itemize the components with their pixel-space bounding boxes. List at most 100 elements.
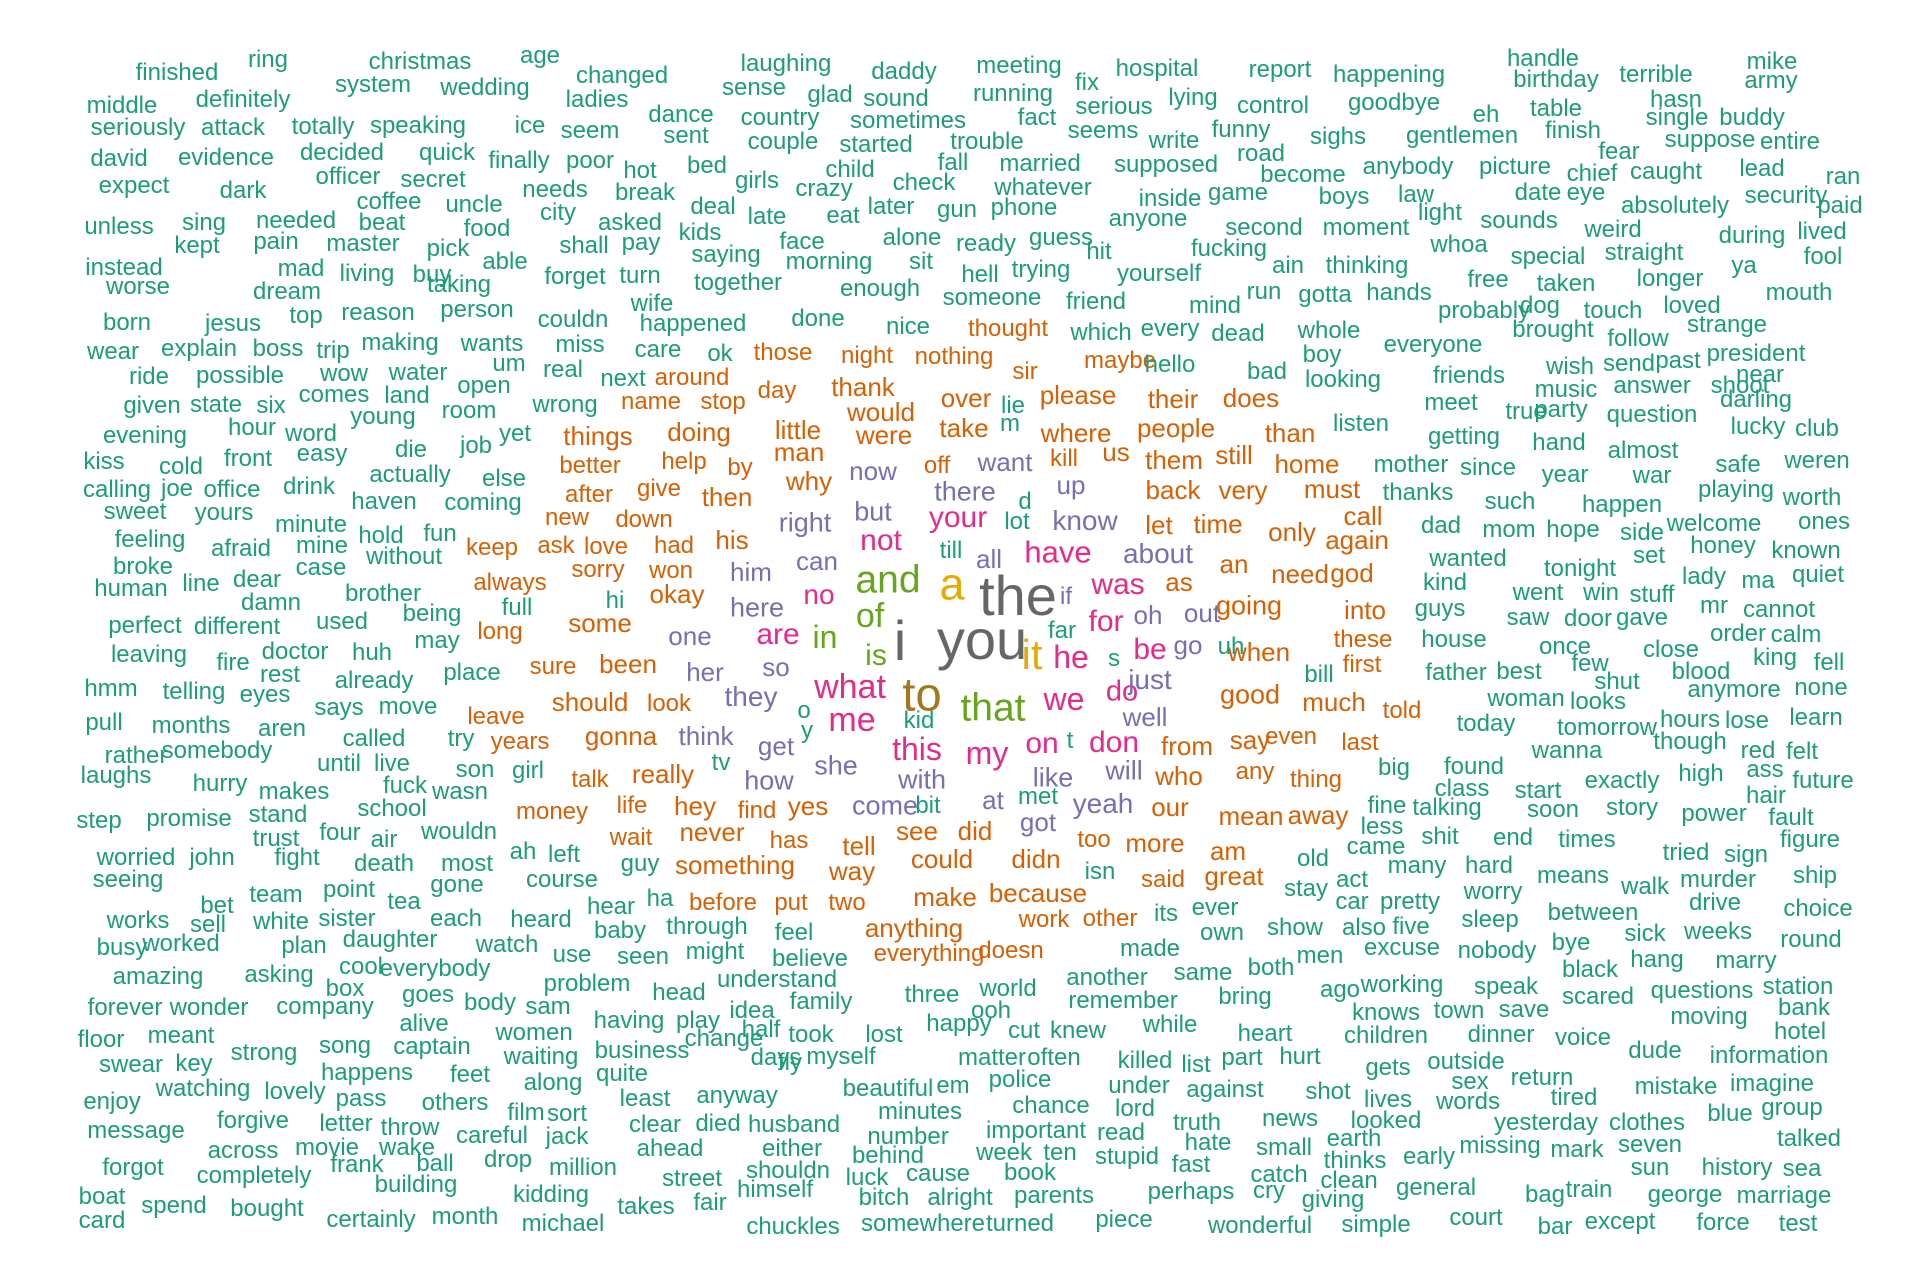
word-forget: forget bbox=[544, 263, 606, 290]
word-any: any bbox=[1235, 758, 1275, 785]
word-tv: tv bbox=[711, 749, 731, 776]
word-making: making bbox=[361, 329, 439, 356]
word-till: till bbox=[939, 537, 963, 564]
word-definitely: definitely bbox=[195, 86, 291, 113]
word-amazing: amazing bbox=[112, 963, 204, 990]
word-mad: mad bbox=[277, 255, 325, 282]
word-list: list bbox=[1181, 1051, 1211, 1078]
word-left: left bbox=[547, 841, 581, 868]
word-hear: hear bbox=[586, 893, 636, 920]
word-anyone: anyone bbox=[1108, 205, 1188, 232]
word-damn: damn bbox=[240, 589, 302, 616]
word-cry: cry bbox=[1253, 1177, 1285, 1204]
word-instead: instead bbox=[85, 254, 163, 281]
word-calling: calling bbox=[82, 476, 152, 503]
word-his: his bbox=[715, 525, 749, 555]
word-wife: wife bbox=[630, 290, 674, 317]
word-like: like bbox=[1032, 762, 1074, 793]
word-just: just bbox=[1128, 664, 1172, 695]
word-sense: sense bbox=[721, 74, 787, 101]
word-check: check bbox=[892, 169, 956, 196]
word-of: of bbox=[855, 597, 885, 635]
word-fear: fear bbox=[1598, 138, 1640, 165]
word-move: move bbox=[378, 693, 438, 720]
word-kill: kill bbox=[1050, 445, 1078, 472]
word-waiting: waiting bbox=[503, 1043, 579, 1070]
word-secret: secret bbox=[400, 166, 466, 193]
word-happy: happy bbox=[926, 1010, 992, 1037]
word-fault: fault bbox=[1768, 804, 1814, 831]
word-started: started bbox=[839, 131, 913, 158]
word-through: through bbox=[666, 913, 748, 940]
word-really: really bbox=[631, 759, 695, 789]
word-strong: strong bbox=[230, 1039, 298, 1066]
word-tea: tea bbox=[387, 888, 421, 915]
word-together: together bbox=[693, 269, 783, 296]
word-bag: bag bbox=[1524, 1181, 1566, 1208]
word-month: month bbox=[431, 1203, 499, 1230]
word-sometimes: sometimes bbox=[849, 107, 967, 134]
word-coming: coming bbox=[444, 489, 522, 516]
word-look: look bbox=[646, 690, 692, 717]
word-watching: watching bbox=[155, 1075, 251, 1102]
word-open: open bbox=[457, 372, 511, 399]
word-sea: sea bbox=[1782, 1155, 1822, 1182]
word-must: must bbox=[1303, 474, 1361, 504]
word-those: those bbox=[753, 339, 813, 366]
word-saying: saying bbox=[691, 241, 761, 268]
word-busy: busy bbox=[96, 934, 148, 961]
word-sing: sing bbox=[181, 209, 227, 236]
word-hands: hands bbox=[1366, 279, 1432, 306]
word-yes: yes bbox=[787, 791, 829, 821]
word-single: single bbox=[1645, 104, 1709, 131]
word-having: having bbox=[593, 1007, 665, 1034]
word-heart: heart bbox=[1237, 1020, 1293, 1047]
word-special: special bbox=[1510, 243, 1586, 270]
word-speaking: speaking bbox=[369, 112, 467, 139]
word-let: let bbox=[1145, 510, 1173, 540]
word-hasn: hasn bbox=[1649, 86, 1703, 113]
word-outside: outside bbox=[1427, 1048, 1505, 1075]
word-king: king bbox=[1752, 644, 1798, 671]
word-close: close bbox=[1642, 636, 1700, 663]
word-care: care bbox=[634, 336, 682, 363]
word-person: person bbox=[440, 296, 514, 323]
word-fly: fly bbox=[778, 1049, 802, 1076]
word-totally: totally bbox=[291, 113, 355, 140]
word-because: because bbox=[988, 878, 1088, 908]
word-hey: hey bbox=[674, 791, 716, 821]
word-often: often bbox=[1027, 1044, 1081, 1071]
word-went: went bbox=[1512, 579, 1564, 606]
word-mother: mother bbox=[1373, 451, 1449, 478]
word-probably: probably bbox=[1437, 297, 1531, 324]
word-might: might bbox=[685, 938, 745, 965]
word-truth: truth bbox=[1172, 1109, 1222, 1136]
word-friends: friends bbox=[1432, 362, 1506, 389]
word-seen: seen bbox=[616, 943, 670, 970]
word-why: why bbox=[785, 466, 833, 496]
word-control: control bbox=[1236, 92, 1310, 119]
word-who: who bbox=[1155, 761, 1203, 791]
word-pretty: pretty bbox=[1379, 888, 1441, 915]
word-scared: scared bbox=[1561, 983, 1635, 1010]
word-guy: guy bbox=[620, 850, 660, 877]
word-laughs: laughs bbox=[80, 762, 152, 789]
word-feel: feel bbox=[774, 919, 814, 946]
word-information: information bbox=[1709, 1042, 1829, 1069]
word-come: come bbox=[851, 790, 919, 821]
word-kiss: kiss bbox=[83, 448, 125, 475]
word-from: from bbox=[1161, 731, 1213, 761]
word-part: part bbox=[1221, 1044, 1263, 1071]
word-lost: lost bbox=[865, 1021, 903, 1048]
word-months: months bbox=[151, 712, 231, 739]
word-on: on bbox=[1025, 727, 1059, 760]
word-train: train bbox=[1565, 1176, 1613, 1203]
word-black: black bbox=[1561, 956, 1619, 983]
word-wear: wear bbox=[86, 338, 140, 365]
word-sit: sit bbox=[909, 248, 933, 275]
word-them: them bbox=[1145, 445, 1203, 475]
word-he: he bbox=[1053, 639, 1089, 675]
word-almost: almost bbox=[1607, 437, 1679, 464]
word-girl: girl bbox=[511, 757, 545, 784]
word-brother: brother bbox=[344, 580, 422, 607]
